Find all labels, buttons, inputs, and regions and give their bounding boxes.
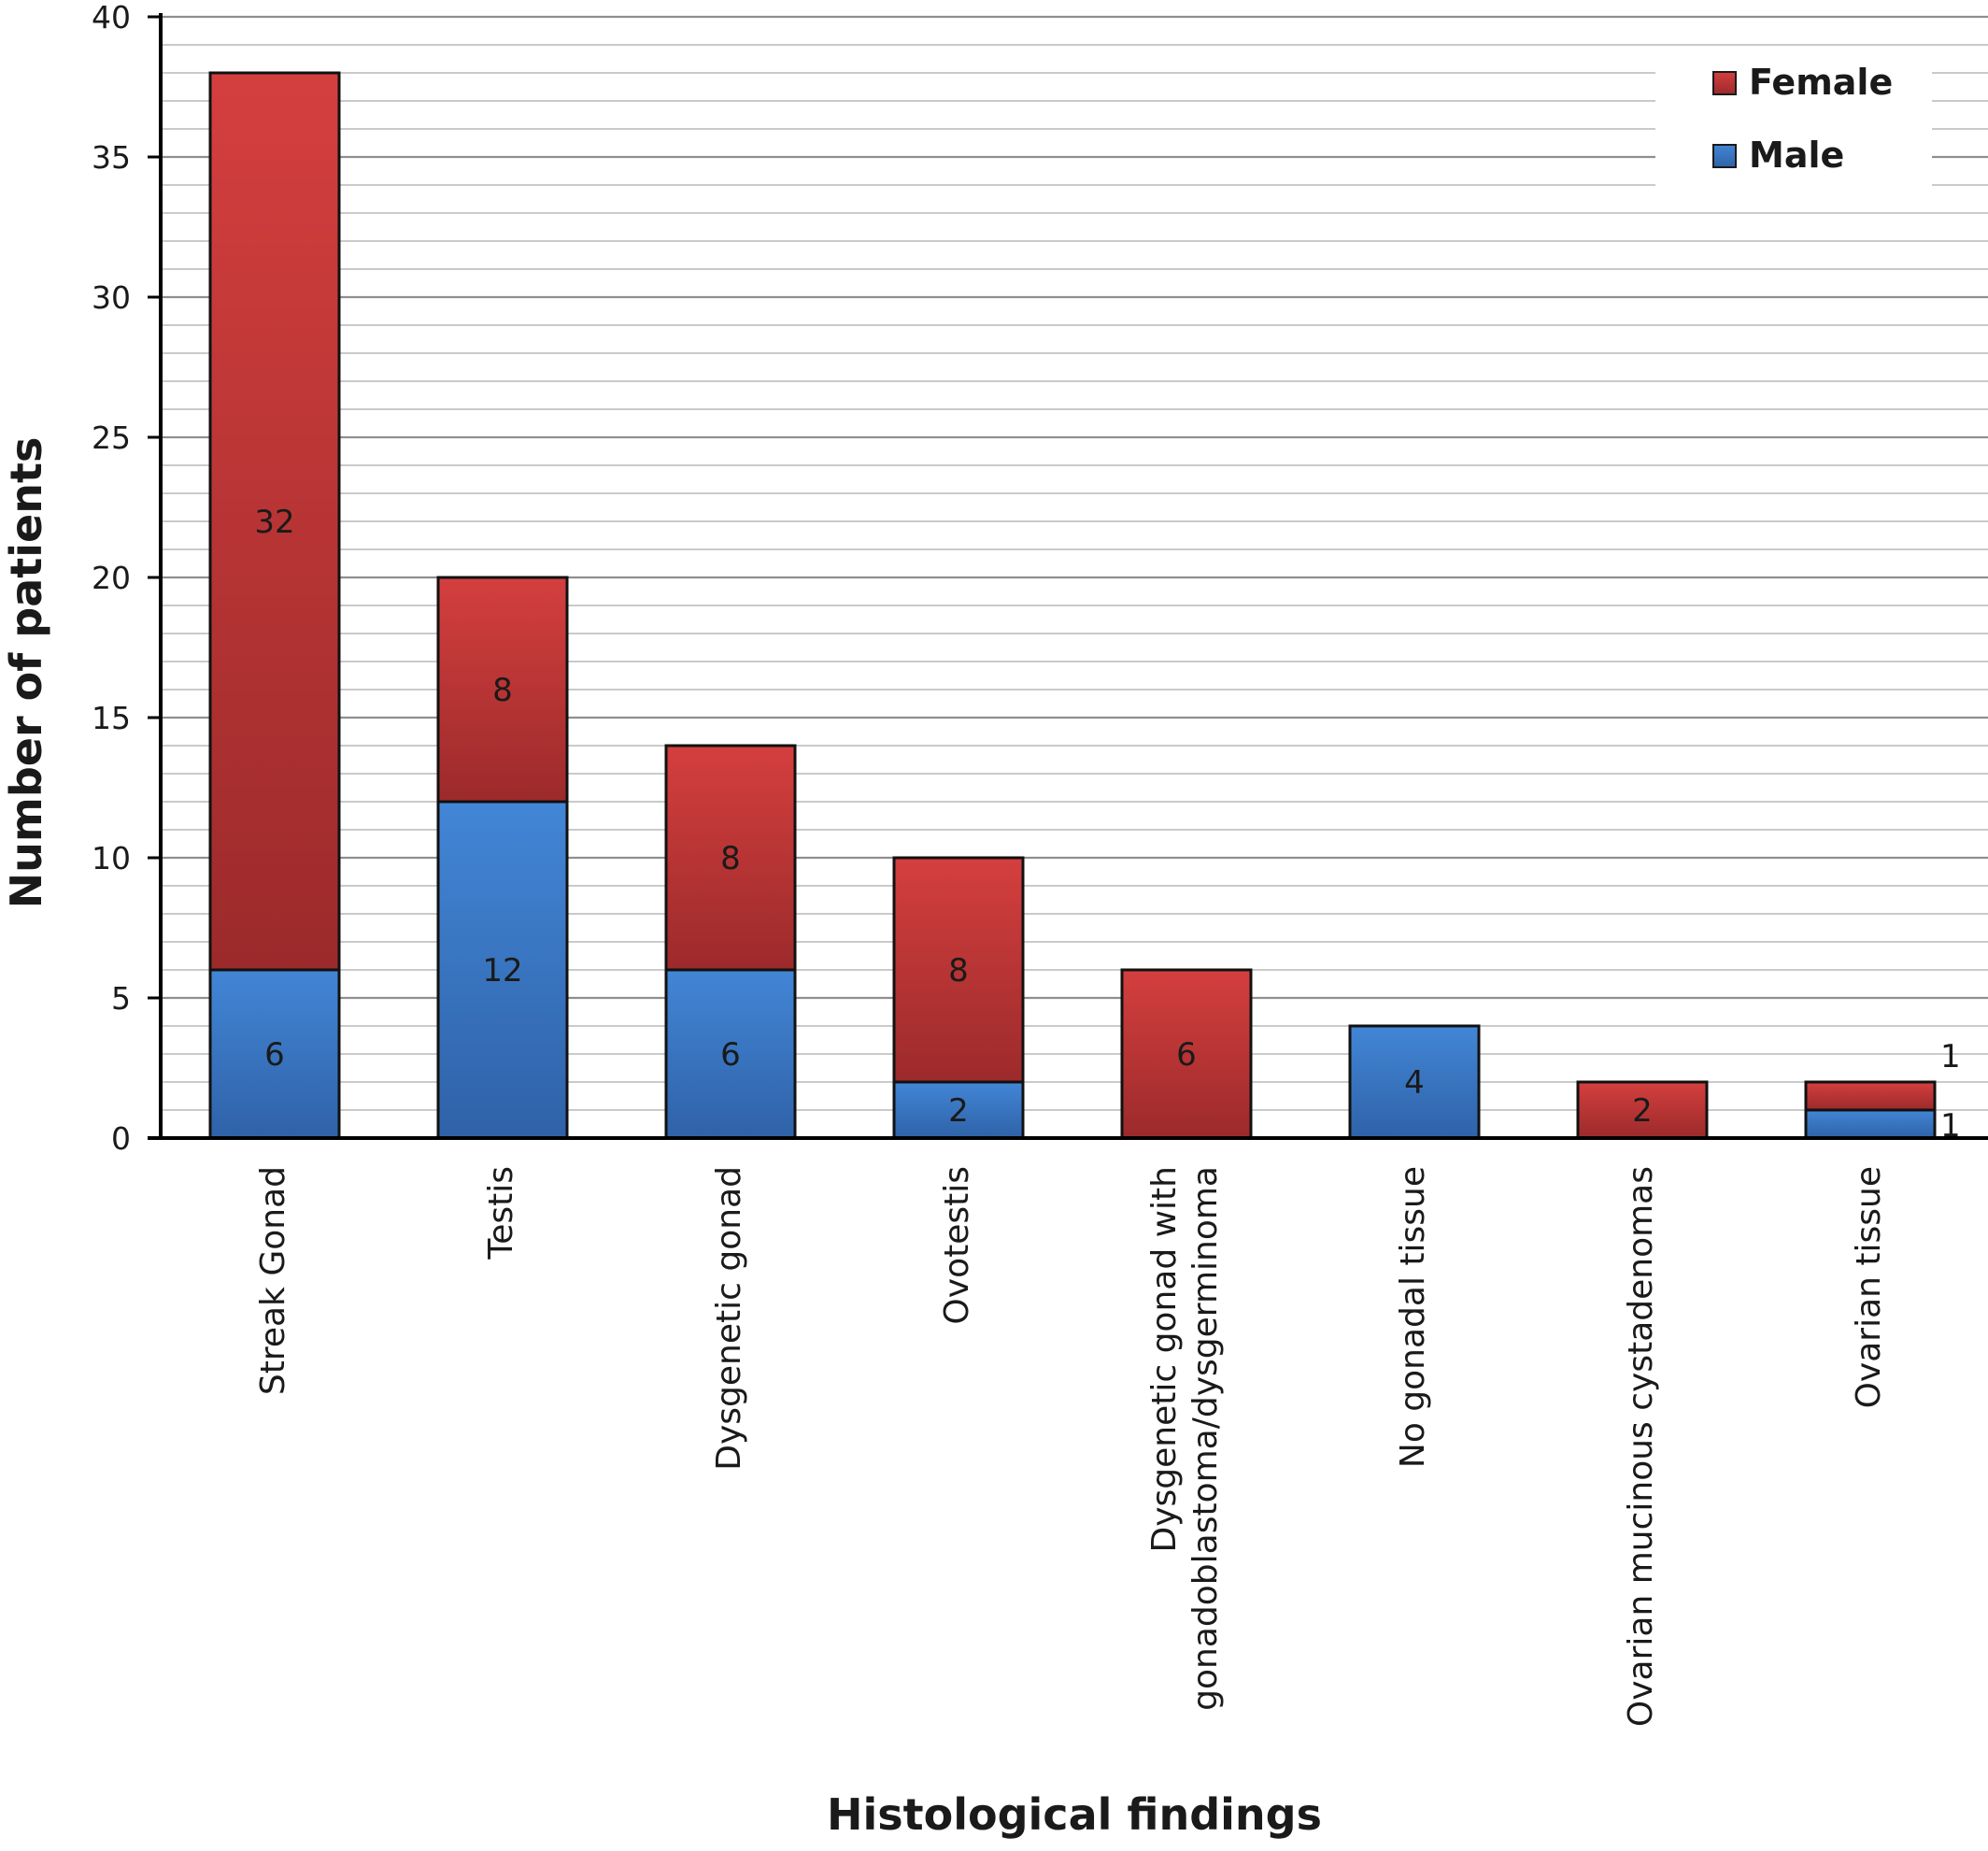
bar-segment-male bbox=[1804, 1108, 1937, 1140]
bar-segment-male bbox=[664, 968, 797, 1140]
category-label: Dysgenetic gonad with bbox=[1145, 1166, 1184, 1553]
legend-box bbox=[1655, 47, 1932, 189]
data-label-female: 6 bbox=[1176, 1036, 1197, 1074]
data-label-male: 2 bbox=[948, 1092, 969, 1130]
axes bbox=[148, 13, 1988, 1140]
legend-swatch-female bbox=[1712, 71, 1737, 95]
category-label: No gonadal tissue bbox=[1394, 1166, 1432, 1468]
bar-segment-female bbox=[436, 576, 569, 804]
data-label-male: 12 bbox=[482, 952, 522, 990]
data-label-female: 32 bbox=[254, 504, 294, 541]
data-label-male: 6 bbox=[264, 1036, 285, 1074]
bar-segment-male bbox=[1348, 1024, 1481, 1140]
y-tick-label: 15 bbox=[92, 700, 131, 736]
legend: Female Male bbox=[1655, 47, 1932, 189]
bar-segment-female bbox=[208, 71, 341, 972]
data-label-female: 8 bbox=[492, 672, 513, 709]
y-axis-title: Number of patients bbox=[1, 437, 51, 909]
bars bbox=[208, 71, 1937, 1140]
data-label-female: 1 bbox=[1940, 1038, 1961, 1075]
y-tick-label: 10 bbox=[92, 840, 131, 876]
bar-segment-female bbox=[1120, 968, 1253, 1140]
bar-segment-female bbox=[664, 744, 797, 972]
category-label: Ovarian mucinous cystadenomas bbox=[1622, 1166, 1660, 1727]
bar-segment-female bbox=[892, 856, 1025, 1084]
data-label-male: 6 bbox=[720, 1036, 741, 1074]
y-tick-label: 30 bbox=[92, 279, 131, 316]
bar-segment-male bbox=[208, 968, 341, 1140]
y-tick-label: 35 bbox=[92, 139, 131, 176]
data-label-female: 8 bbox=[948, 952, 969, 990]
legend-label-female: Female bbox=[1749, 62, 1893, 103]
category-label: Ovarian tissue bbox=[1850, 1166, 1888, 1408]
y-tick-label: 0 bbox=[111, 1120, 131, 1157]
data-label-female: 2 bbox=[1632, 1092, 1653, 1130]
data-label-female: 8 bbox=[720, 840, 741, 877]
bar-segment-female bbox=[1804, 1080, 1937, 1112]
category-label: Testis bbox=[482, 1166, 520, 1260]
legend-swatch-male bbox=[1712, 144, 1737, 168]
y-tick-label: 5 bbox=[111, 980, 131, 1017]
category-label: Streak Gonad bbox=[254, 1166, 292, 1395]
y-tick-label: 25 bbox=[92, 420, 131, 456]
bar-segment-male bbox=[436, 800, 569, 1140]
category-label: gonadoblastoma/dysgerminoma bbox=[1186, 1166, 1225, 1711]
y-tick-label: 40 bbox=[92, 0, 131, 36]
data-label-male: 4 bbox=[1404, 1064, 1425, 1102]
x-axis-title: Histological findings bbox=[827, 1789, 1322, 1840]
data-label-male: 1 bbox=[1940, 1107, 1961, 1145]
legend-label-male: Male bbox=[1749, 135, 1844, 176]
category-label: Ovotestis bbox=[938, 1166, 976, 1325]
category-label: Dysgenetic gonad bbox=[710, 1166, 748, 1471]
y-tick-label: 20 bbox=[92, 560, 131, 596]
